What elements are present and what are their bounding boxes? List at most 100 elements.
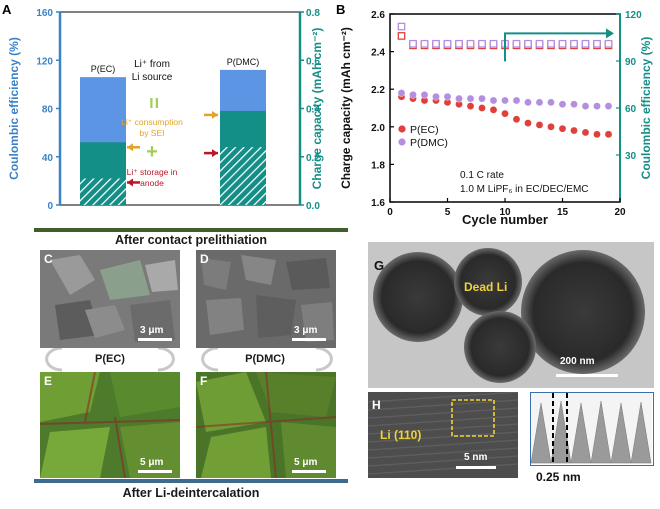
point-0-15 bbox=[570, 126, 578, 135]
point-2-0 bbox=[397, 32, 406, 40]
point-0-12 bbox=[535, 121, 544, 129]
point-0-16 bbox=[581, 128, 590, 137]
tick-label-x-b: 0 bbox=[387, 207, 393, 218]
point-0-13 bbox=[547, 123, 555, 131]
tick-label-left-b: 1.8 bbox=[371, 160, 385, 171]
panel-label-f: F bbox=[200, 374, 208, 388]
dead-li-label: Dead Li bbox=[464, 280, 508, 294]
eds-image-e bbox=[40, 372, 180, 478]
point-1-16 bbox=[581, 102, 590, 110]
ce-arrow-head bbox=[606, 28, 614, 39]
point-0-17 bbox=[593, 130, 601, 139]
tick-label-right-a: 0.8 bbox=[306, 8, 320, 19]
tick-label-left-b: 2.2 bbox=[371, 85, 385, 96]
panel-label-g: G bbox=[374, 258, 385, 273]
point-1-3 bbox=[432, 92, 440, 101]
eds-texture-f bbox=[196, 372, 336, 478]
ce-arrow bbox=[504, 32, 606, 62]
tick-label-right-a: 0.2 bbox=[306, 153, 320, 164]
arrow-sei-right-head bbox=[212, 110, 218, 119]
annot-plus: + bbox=[146, 141, 158, 163]
annot-storage-1: anode bbox=[140, 178, 164, 188]
tick-label-left-b: 2.6 bbox=[371, 10, 385, 21]
tick-label-x-b: 10 bbox=[499, 207, 511, 218]
point-3-17 bbox=[593, 39, 601, 48]
point-1-2 bbox=[420, 91, 429, 99]
note-line1: 0.1 C rate bbox=[460, 170, 504, 181]
bar-category-label-1: P(DMC) bbox=[227, 57, 260, 67]
tag-pec: P(EC) bbox=[95, 353, 125, 365]
sem-texture-d bbox=[196, 250, 336, 348]
tick-label-left-b: 2.0 bbox=[371, 123, 385, 134]
tick-label-left-a: 40 bbox=[42, 153, 54, 164]
point-1-1 bbox=[409, 91, 417, 99]
tick-label-left-a: 120 bbox=[36, 56, 53, 67]
legend-marker-0 bbox=[398, 125, 406, 133]
tick-label-right-a: 0.0 bbox=[306, 201, 320, 212]
point-1-4 bbox=[443, 92, 452, 101]
point-0-9 bbox=[501, 109, 509, 118]
scale-bar-e bbox=[138, 470, 172, 473]
bar-storage-0 bbox=[80, 178, 126, 205]
annot-equals: = bbox=[142, 97, 164, 109]
point-3-7 bbox=[478, 39, 486, 48]
scale-label-g: 200 nm bbox=[560, 356, 595, 367]
point-3-3 bbox=[432, 39, 440, 48]
tick-label-right-b: 120 bbox=[625, 10, 642, 21]
tick-label-x-b: 5 bbox=[445, 207, 451, 218]
point-3-11 bbox=[524, 39, 532, 48]
point-3-13 bbox=[547, 39, 555, 48]
scale-label-c: 3 μm bbox=[140, 325, 164, 336]
point-0-11 bbox=[524, 119, 532, 127]
banner-top: After contact prelithiation bbox=[114, 233, 268, 247]
tem-texture-g bbox=[368, 242, 654, 388]
point-3-15 bbox=[570, 39, 578, 48]
tick-label-right-a: 0.6 bbox=[306, 56, 320, 67]
point-0-14 bbox=[558, 124, 567, 133]
legend-marker-1 bbox=[398, 138, 406, 146]
point-3-14 bbox=[558, 39, 567, 48]
panel-label-d: D bbox=[200, 252, 209, 266]
point-1-17 bbox=[593, 102, 601, 110]
eds-image-f bbox=[196, 372, 336, 478]
point-3-0 bbox=[397, 22, 406, 31]
hrtem-image-h bbox=[368, 392, 518, 478]
point-1-15 bbox=[570, 100, 578, 109]
scale-bar-f bbox=[292, 470, 326, 473]
point-1-12 bbox=[535, 98, 544, 107]
panel-label-c: C bbox=[44, 252, 53, 266]
point-1-11 bbox=[524, 98, 532, 107]
panel-label-h: H bbox=[372, 398, 381, 412]
arrow-sei-left-head bbox=[127, 143, 133, 152]
scale-bar-d bbox=[292, 338, 326, 341]
point-3-6 bbox=[466, 39, 475, 48]
sem-image-c bbox=[40, 250, 180, 348]
eds-texture-e bbox=[40, 372, 180, 478]
annot-sei-0: Li⁺ consumption bbox=[121, 117, 183, 127]
ylabel-right-a: Charge capacity (mAh cm⁻²) bbox=[310, 28, 324, 190]
scale-label-e: 5 μm bbox=[140, 457, 164, 468]
xlabel-b: Cycle number bbox=[462, 212, 548, 227]
point-0-18 bbox=[604, 130, 613, 139]
ylabel-left-b: Charge capacity (mAh cm⁻²) bbox=[339, 27, 353, 189]
point-1-13 bbox=[547, 98, 555, 107]
point-3-5 bbox=[455, 39, 463, 48]
tick-label-left-b: 2.4 bbox=[371, 48, 385, 59]
point-1-5 bbox=[455, 94, 463, 103]
point-1-14 bbox=[558, 100, 567, 109]
arrow-storage-right-head bbox=[212, 149, 218, 158]
point-0-7 bbox=[478, 104, 486, 112]
tick-label-right-b: 30 bbox=[625, 151, 637, 162]
ylabel-right-b: Coulombic efficiency (%) bbox=[639, 37, 653, 180]
hrtem-texture-h bbox=[368, 392, 518, 478]
tick-label-right-b: 60 bbox=[625, 104, 637, 115]
lattice-profile bbox=[530, 392, 654, 466]
tick-label-left-b: 1.6 bbox=[371, 198, 385, 209]
tick-label-right-a: 0.4 bbox=[306, 105, 320, 116]
scale-label-f: 5 μm bbox=[294, 457, 318, 468]
scale-bar-h bbox=[456, 466, 496, 469]
annot-storage-0: Li⁺ storage in bbox=[127, 167, 178, 177]
scale-bar-c bbox=[138, 338, 172, 341]
sem-texture-c bbox=[40, 250, 180, 348]
banner-bottom: After Li-deintercalation bbox=[122, 486, 260, 500]
